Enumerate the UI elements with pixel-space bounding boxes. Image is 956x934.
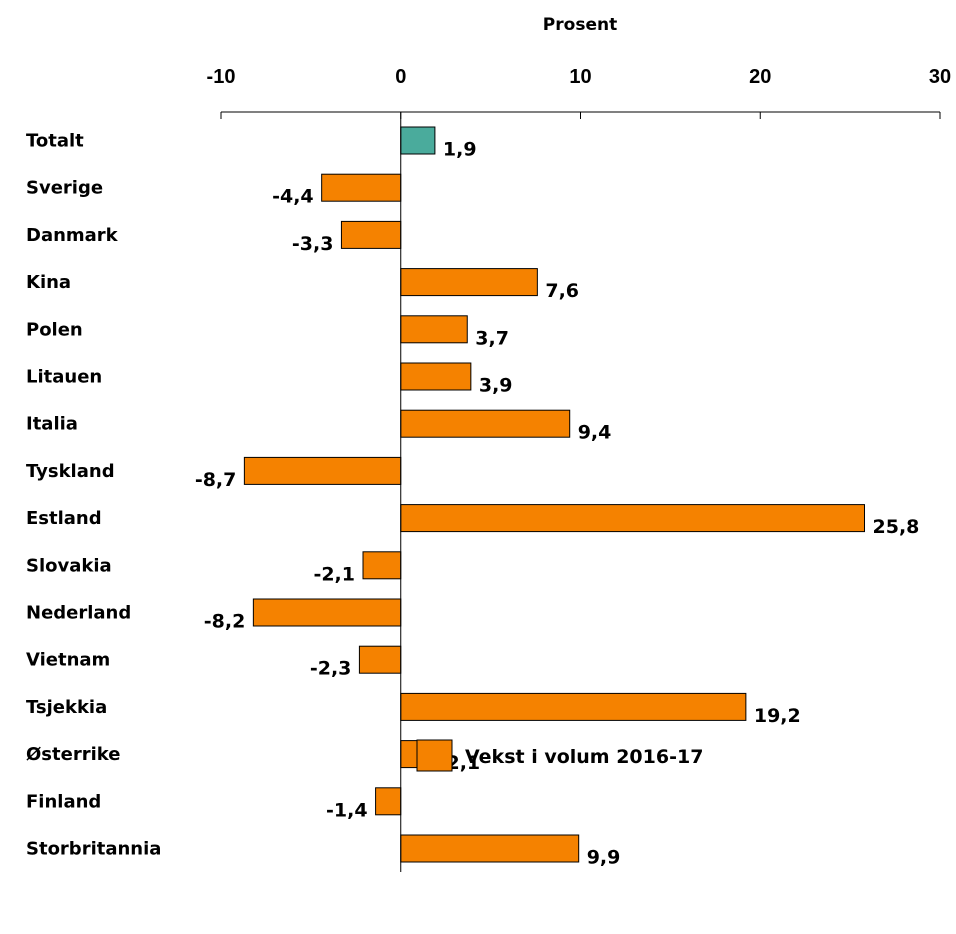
value-label: 3,9 [479,375,513,397]
value-label: 7,6 [545,280,579,302]
category-label: Totalt [26,131,84,152]
value-label: -4,4 [272,186,314,208]
bars [243,126,866,863]
bar [400,504,866,533]
value-label: -3,3 [292,233,334,255]
bar [340,220,402,249]
legend-swatch [416,739,453,772]
category-label: Sverige [26,178,103,199]
value-label: 9,9 [587,847,621,869]
bar [243,456,402,485]
category-label: Slovakia [26,555,112,576]
x-tick-label: 10 [569,66,591,88]
value-label: -2,3 [310,658,352,680]
bar [400,268,538,297]
category-label: Vietnam [26,650,110,671]
bar [400,126,436,155]
value-labels: 1,9 -4,4 -3,3 7,6 3,7 3,9 9,4 -8,7 25,8 -2,1 -8,2 -… [195,139,920,869]
bar [400,692,747,721]
bar [375,787,402,816]
bar [400,409,571,438]
value-label: -1,4 [326,799,368,821]
value-label: -8,7 [195,469,237,491]
bar [400,362,472,391]
category-label: Litauen [26,367,102,388]
value-label: 9,4 [578,422,612,444]
category-label: Storbritannia [26,839,161,860]
bar [252,598,402,627]
category-label: Danmark [26,225,119,246]
category-label: Estland [26,508,102,529]
category-label: Finland [26,791,101,812]
bar [400,315,468,344]
legend: Vekst i volum 2016-17 [416,739,703,772]
bar [400,834,580,863]
x-tick-label: -10 [207,66,236,88]
value-label: 2,1 [446,752,480,774]
x-tick-label: 20 [749,66,771,88]
value-label: -2,1 [313,563,355,585]
value-label: 3,7 [475,327,509,349]
category-label: Østerrike [26,744,120,765]
value-label: 25,8 [873,516,920,538]
value-label: 1,9 [443,139,477,161]
category-label: Tsjekkia [26,697,107,718]
category-labels: Totalt Sverige Danmark Kina Polen Litauen Ital… [26,131,161,860]
bar [362,551,402,580]
legend-label: Vekst i volum 2016-17 [465,746,703,768]
category-label: Tyskland [26,461,115,482]
axis-title: Prosent [543,15,617,35]
x-axis: -10 0 10 20 30 [207,66,951,119]
bar [358,645,402,674]
value-label: 19,2 [754,705,801,727]
bar [321,173,402,202]
x-tick-label: 0 [395,66,406,88]
category-label: Nederland [26,603,131,624]
category-label: Polen [26,319,83,340]
value-label: -8,2 [204,611,246,633]
category-label: Kina [26,272,71,293]
category-label: Italia [26,414,78,435]
x-tick-label: 30 [929,66,951,88]
